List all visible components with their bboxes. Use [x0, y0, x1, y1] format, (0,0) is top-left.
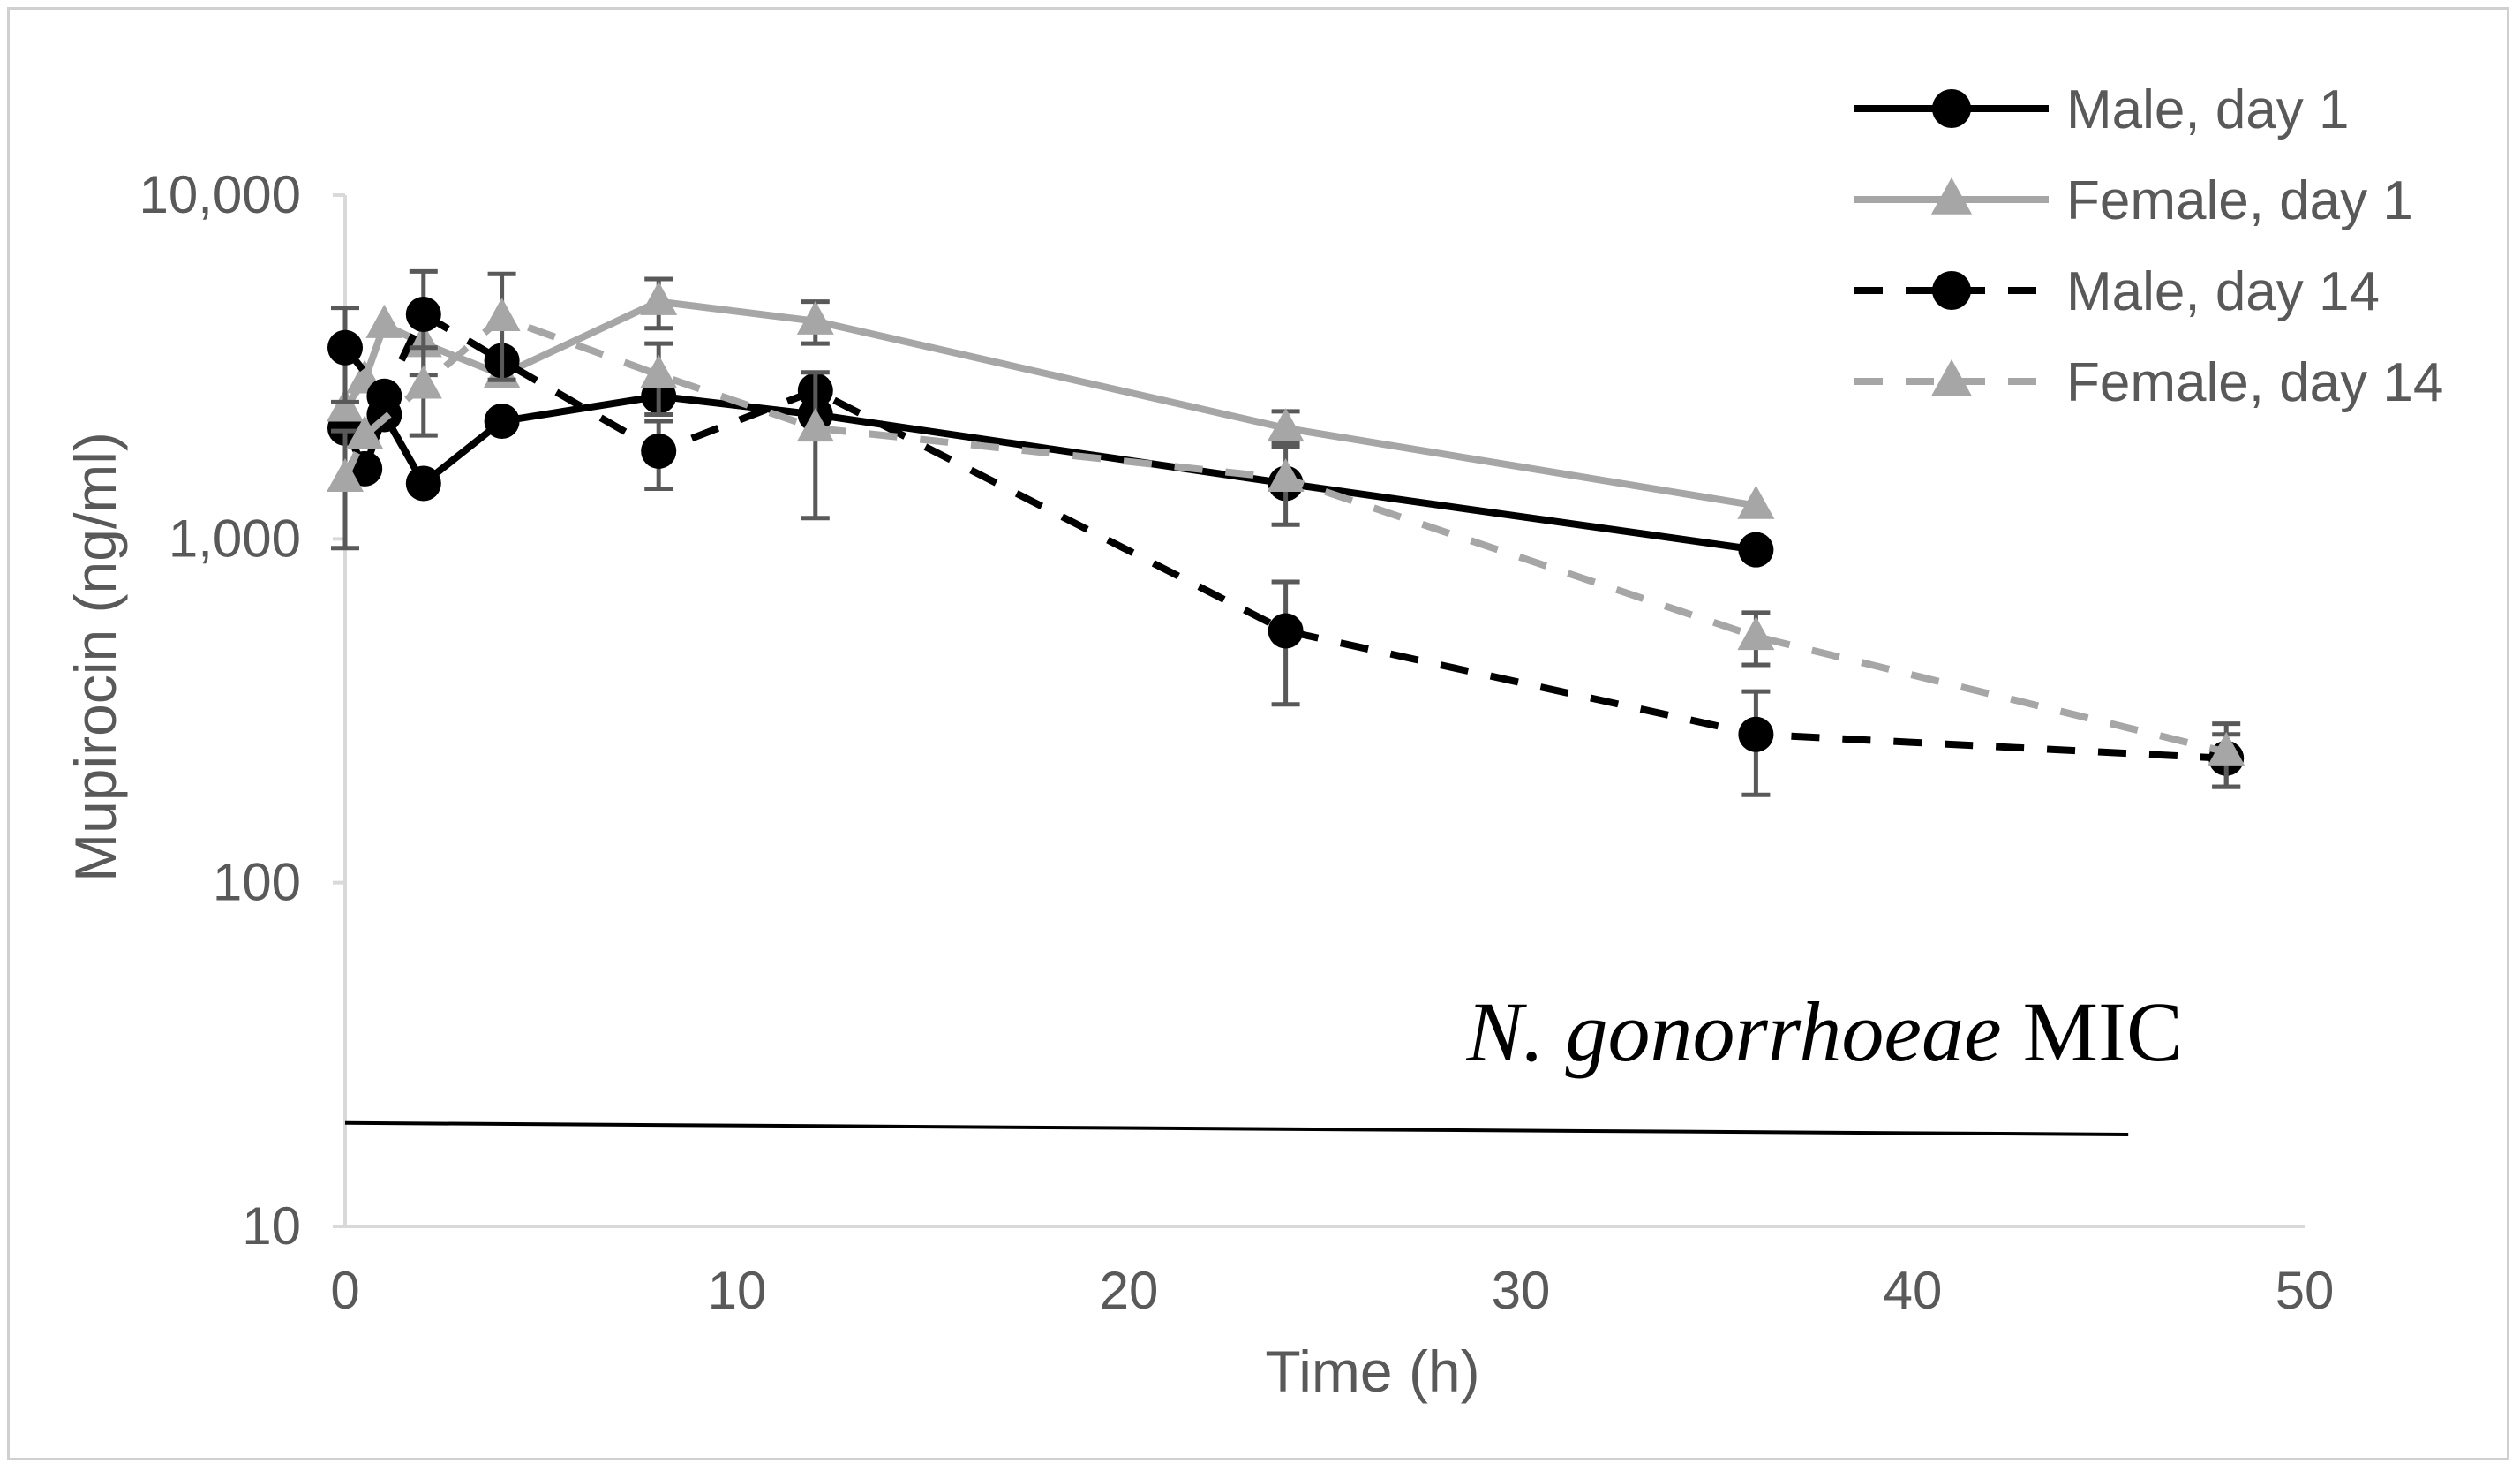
data-point [1737, 616, 1775, 651]
y-tick-label: 1,000 [169, 509, 301, 568]
legend-entry: Male, day 14 [1854, 261, 2380, 322]
data-point [327, 388, 364, 422]
y-tick-label: 10 [242, 1196, 301, 1256]
data-point [327, 329, 363, 366]
legend-label: Male, day 1 [2066, 79, 2350, 140]
data-point [346, 415, 384, 449]
data-point [796, 300, 834, 335]
mic-annotation: N. gonorrhoeae MIC [1465, 984, 2183, 1079]
data-point [405, 465, 441, 502]
data-point [796, 408, 834, 442]
legend-marker [1930, 177, 1973, 215]
y-tick-label: 100 [213, 853, 301, 912]
x-tick-label: 40 [1884, 1261, 1943, 1320]
series-layer [327, 268, 2245, 797]
data-point [640, 281, 678, 315]
data-point [404, 365, 442, 399]
legend-label: Female, day 1 [2066, 170, 2413, 231]
data-point [327, 457, 364, 492]
mic-annotation-suffix: MIC [2002, 984, 2183, 1079]
x-tick-label: 0 [330, 1261, 359, 1320]
reference-line-layer [344, 1120, 2129, 1136]
data-point [641, 433, 677, 469]
data-point [484, 404, 520, 440]
legend-entry: Male, day 1 [1854, 79, 2350, 140]
data-point [1738, 532, 1774, 568]
data-point [483, 298, 521, 332]
data-point [405, 297, 441, 333]
x-tick-label: 30 [1492, 1261, 1551, 1320]
y-axis-title: Mupirocin (ng/ml) [63, 432, 128, 882]
series-female-day-14 [327, 271, 2245, 789]
legend-entry: Female, day 1 [1854, 170, 2413, 231]
legend-label: Male, day 14 [2066, 261, 2380, 322]
x-tick-label: 50 [2276, 1261, 2335, 1320]
series-female-day-1 [327, 276, 1775, 519]
series-line [342, 313, 2228, 756]
data-point [640, 354, 678, 388]
data-point [1268, 613, 1304, 649]
y-tick-label: 10,000 [139, 165, 301, 224]
series-male-day-14 [327, 268, 2245, 797]
data-point [1737, 485, 1775, 519]
data-point [1267, 408, 1305, 442]
x-tick-label: 20 [1100, 1261, 1159, 1320]
data-point [2208, 731, 2245, 766]
data-point [1738, 716, 1774, 752]
x-tick-label: 10 [708, 1261, 767, 1320]
legend-label: Female, day 14 [2066, 352, 2443, 413]
data-point [1267, 457, 1305, 492]
chart-svg: 10 100 1,000 10,000 0 10 20 30 40 50 Male, day 1 F… [63, 79, 2443, 1404]
legend-entry: Female, day 14 [1854, 352, 2443, 413]
x-axis-title: Time (h) [1265, 1339, 1479, 1404]
legend-layer: Male, day 1 Female, day 1 Male, day 14 Fema… [1854, 79, 2443, 413]
mic-reference-line [344, 1120, 2129, 1136]
series-line [342, 298, 1757, 509]
mic-annotation-organism: N. gonorrhoeae [1465, 984, 2001, 1079]
legend-marker [1932, 89, 1971, 128]
chart-frame: 10 100 1,000 10,000 0 10 20 30 40 50 Male, day 1 F… [7, 7, 2509, 1460]
data-point [366, 378, 402, 414]
axes-layer: 10 100 1,000 10,000 0 10 20 30 40 50 [139, 165, 2334, 1320]
legend-marker [1930, 358, 1973, 396]
data-point [365, 304, 403, 338]
legend-marker [1932, 271, 1971, 310]
